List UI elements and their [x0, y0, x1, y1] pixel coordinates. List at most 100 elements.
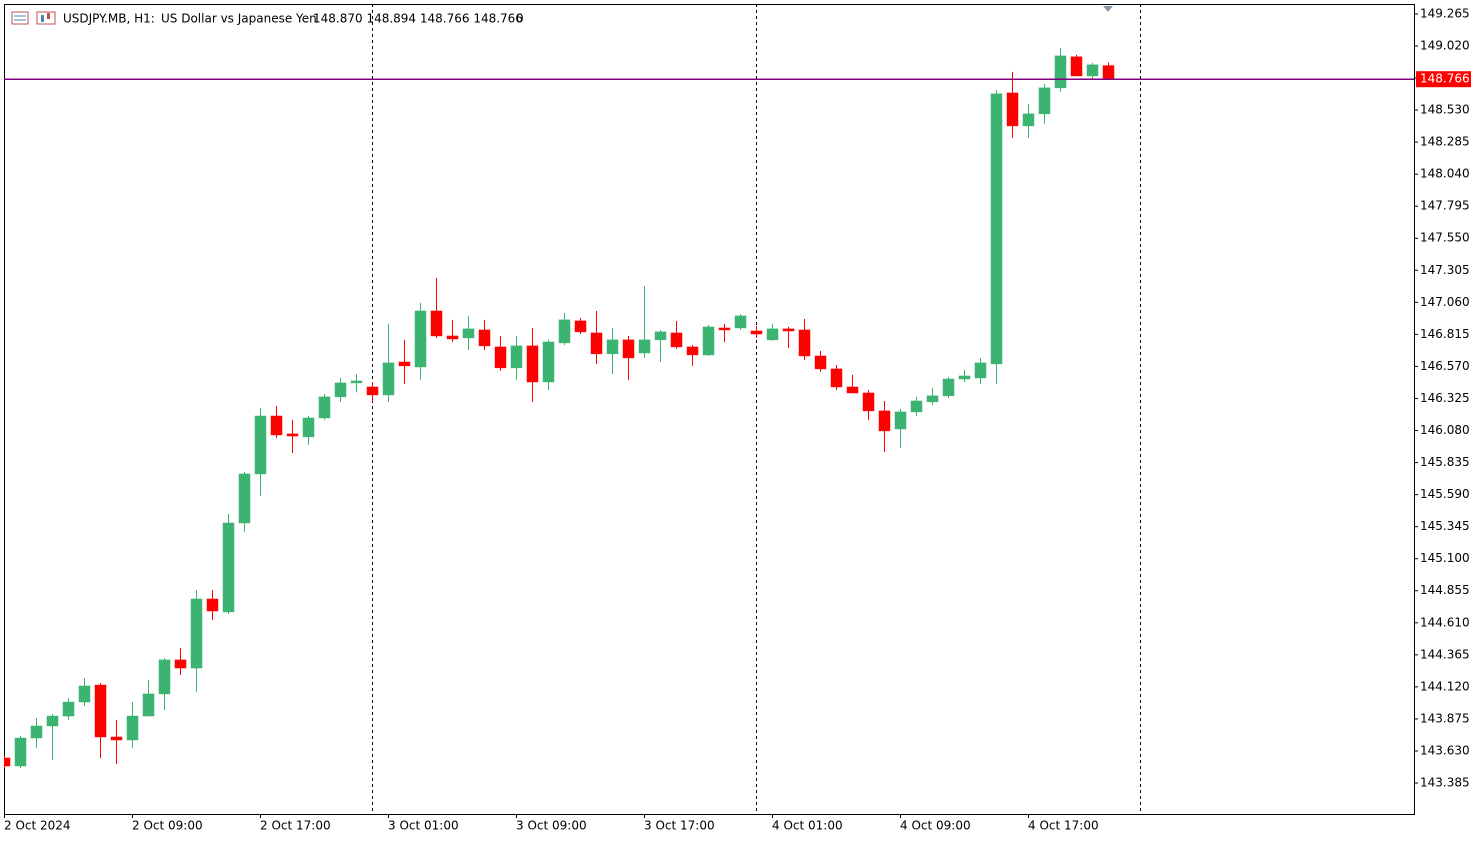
candle-body [366, 386, 379, 396]
x-tick-label: 2 Oct 17:00 [260, 819, 331, 833]
candle-body [558, 319, 571, 344]
candle-body [782, 328, 795, 332]
symbol: USDJPY.MB, H1: [63, 12, 155, 26]
price-label: 148.766 [1420, 72, 1470, 86]
candle-body [270, 415, 283, 436]
candle-body [62, 701, 75, 717]
candle-body [110, 736, 123, 741]
candle-body [334, 382, 347, 398]
candle-body [830, 368, 843, 388]
candle-body [734, 315, 747, 329]
candle-body [510, 345, 523, 369]
candle-body [46, 715, 59, 727]
candle-body [590, 332, 603, 355]
candle-body [398, 361, 411, 367]
candle-body [526, 345, 539, 383]
candle-body [990, 93, 1003, 365]
y-tick-label: 145.835 [1420, 455, 1470, 469]
volume: 0 [516, 12, 524, 26]
candle-body [574, 320, 587, 333]
header-icons [11, 11, 56, 25]
x-tick-label: 2 Oct 2024 [4, 819, 71, 833]
x-tick-label: 3 Oct 17:00 [644, 819, 715, 833]
icon [11, 11, 29, 25]
candle-body [910, 400, 923, 413]
y-tick-label: 147.550 [1420, 231, 1470, 245]
candle-body [1038, 87, 1051, 115]
candle-body [142, 693, 155, 717]
candle-body [206, 598, 219, 612]
candle-body [478, 329, 491, 347]
candle-body [414, 310, 427, 368]
shift-marker [1103, 6, 1113, 12]
candle-body [126, 715, 139, 741]
candle-body [446, 335, 459, 340]
price-label-box [1416, 71, 1471, 88]
y-tick-label: 146.080 [1420, 423, 1470, 437]
candle-body [1070, 56, 1083, 77]
candle-body [302, 417, 315, 438]
candle-body [174, 659, 187, 669]
y-tick-label: 148.285 [1420, 135, 1470, 149]
x-tick-label: 2 Oct 09:00 [132, 819, 203, 833]
candle-body [4, 757, 11, 767]
y-tick-label: 149.020 [1420, 38, 1470, 52]
y-tick-label: 145.100 [1420, 551, 1470, 565]
candle-body [254, 415, 267, 475]
candle-body [30, 725, 43, 739]
candle-body [638, 339, 651, 354]
candle-body [670, 332, 683, 348]
quote: 148.870 148.894 148.766 148.766 [313, 12, 523, 26]
y-tick-label: 143.630 [1420, 743, 1470, 757]
candle-body [718, 327, 731, 331]
y-tick-label: 145.345 [1420, 519, 1470, 533]
candle-body [702, 326, 715, 356]
candle-body [1022, 113, 1035, 127]
candle-body [606, 339, 619, 355]
candle-body [382, 362, 395, 396]
x-tick-label: 4 Oct 01:00 [772, 819, 843, 833]
candle-body [1006, 92, 1019, 127]
y-tick-label: 144.855 [1420, 583, 1470, 597]
candle-body [766, 328, 779, 341]
description: US Dollar vs Japanese Yen [161, 12, 317, 26]
candle-body [926, 395, 939, 403]
x-tick-label: 3 Oct 09:00 [516, 819, 587, 833]
y-tick-label: 143.385 [1420, 776, 1470, 790]
y-tick-label: 148.040 [1420, 167, 1470, 181]
candle-body [238, 473, 251, 524]
y-tick-label: 145.590 [1420, 487, 1470, 501]
x-tick-label: 4 Oct 09:00 [900, 819, 971, 833]
candle-body [158, 659, 171, 695]
candle-body [1054, 55, 1067, 89]
candle-body [846, 386, 859, 394]
candle-body [622, 339, 635, 359]
y-tick-label: 148.530 [1420, 103, 1470, 117]
candle-body [14, 737, 27, 767]
y-tick-label: 144.610 [1420, 615, 1470, 629]
candle-body [222, 522, 235, 613]
candle-body [814, 355, 827, 370]
candle-body [654, 331, 667, 341]
x-tick-label: 4 Oct 17:00 [1028, 819, 1099, 833]
candle-body [94, 684, 107, 738]
candle-body [1102, 65, 1115, 80]
plot-frame [4, 4, 1415, 815]
x-tick-label: 3 Oct 01:00 [388, 819, 459, 833]
candle-body [462, 328, 475, 339]
candle-body [78, 685, 91, 703]
candle-body [318, 396, 331, 419]
y-tick-label: 146.325 [1420, 391, 1470, 405]
candle-body [1086, 64, 1099, 77]
y-tick-label: 147.795 [1420, 199, 1470, 213]
candle-body [286, 433, 299, 437]
y-tick-label: 147.060 [1420, 295, 1470, 309]
candle-body [974, 362, 987, 379]
candle-body [542, 341, 555, 383]
y-tick-label: 147.305 [1420, 263, 1470, 277]
candle-body [878, 410, 891, 432]
candle-body [190, 598, 203, 669]
